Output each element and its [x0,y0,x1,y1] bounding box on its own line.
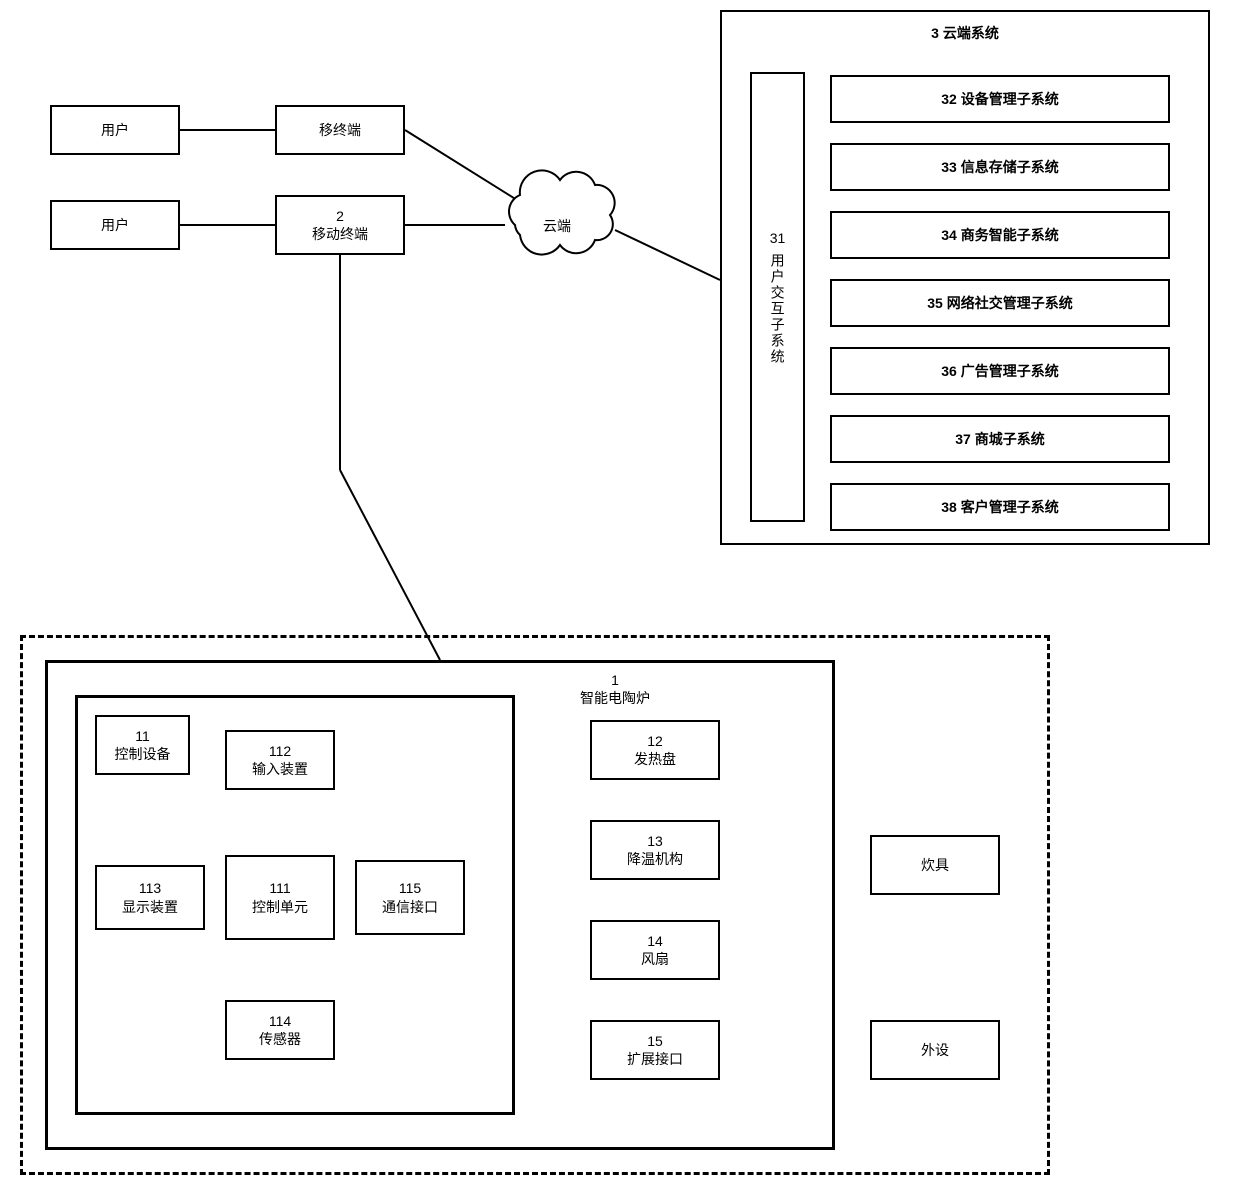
stove-title: 1 智能电陶炉 [550,672,680,708]
node-115: 115 通信接口 [355,860,465,935]
node-ctrl-label: 11 控制设备 [95,715,190,775]
node-subsys34: 34 商务智能子系统 [830,211,1170,259]
node-terminal2: 2 移动终端 [275,195,405,255]
node-user1: 用户 [50,105,180,155]
cloud-shape [509,170,615,254]
node-13: 13 降温机构 [590,820,720,880]
node-cookware: 炊具 [870,835,1000,895]
node-114: 114 传感器 [225,1000,335,1060]
node-subsys33: 33 信息存储子系统 [830,143,1170,191]
num: 2 [336,207,344,225]
diagram-canvas: 用户 用户 移终端 2 移动终端 云端 3 云端系统 31 用户交互子系统 32… [0,0,1240,1191]
node-subsys32: 32 设备管理子系统 [830,75,1170,123]
node-112: 112 输入装置 [225,730,335,790]
node-user2: 用户 [50,200,180,250]
label: 用户交互子系统 [768,253,786,365]
node-113: 113 显示装置 [95,865,205,930]
node-subsys38: 38 客户管理子系统 [830,483,1170,531]
node-terminal1: 移终端 [275,105,405,155]
label: 移终端 [319,121,361,139]
node-14: 14 风扇 [590,920,720,980]
node-111: 111 控制单元 [225,855,335,940]
node-subsys31: 31 用户交互子系统 [750,72,805,522]
node-subsys36: 36 广告管理子系统 [830,347,1170,395]
node-subsys35: 35 网络社交管理子系统 [830,279,1170,327]
num: 31 [770,229,786,247]
label: 用户 [101,216,129,234]
label: 用户 [101,121,129,139]
node-subsys37: 37 商城子系统 [830,415,1170,463]
label: 移动终端 [312,225,368,243]
node-peripheral: 外设 [870,1020,1000,1080]
node-15: 15 扩展接口 [590,1020,720,1080]
cloud-label: 云端 [543,216,571,236]
node-12: 12 发热盘 [590,720,720,780]
cloud-system-title: 3 云端系统 [931,24,999,42]
